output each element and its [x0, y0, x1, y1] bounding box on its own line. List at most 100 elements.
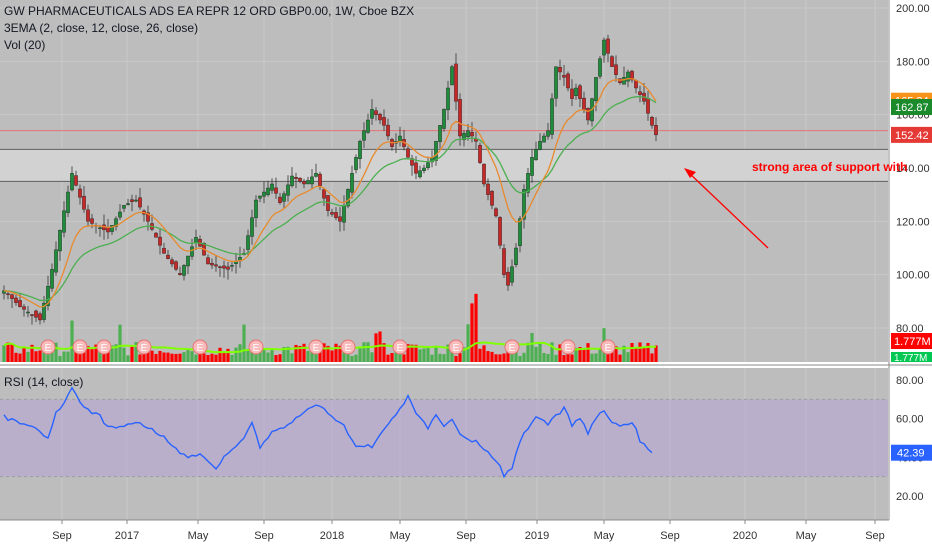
volume-bar	[570, 354, 574, 362]
volume-bar	[506, 350, 510, 362]
candle-body	[514, 247, 518, 265]
volume-bar	[150, 350, 154, 362]
volume-bar	[338, 345, 342, 362]
earnings-marker	[504, 339, 520, 355]
volume-bar	[262, 348, 266, 362]
volume-bar	[242, 324, 246, 362]
candle-body	[342, 205, 346, 223]
x-tick-label: Sep	[865, 530, 885, 542]
candle-body	[82, 195, 86, 210]
candle-body	[138, 197, 142, 208]
candle-body	[126, 203, 130, 205]
candle-body	[374, 110, 378, 115]
candle-body	[166, 254, 170, 259]
volume-bar	[18, 353, 22, 362]
volume-bar	[502, 353, 506, 362]
candle-body	[266, 187, 270, 195]
rsi-band	[0, 399, 888, 477]
candle-body	[286, 184, 290, 196]
volume-bar	[206, 355, 210, 362]
volume-bar	[342, 346, 346, 362]
candle-body	[538, 141, 542, 150]
candle-body	[438, 125, 442, 142]
candle-body	[274, 187, 278, 194]
volume-bar	[130, 344, 134, 362]
candle-body	[626, 71, 630, 82]
candle-body	[246, 235, 250, 250]
volume-bar	[630, 342, 634, 362]
candle-body	[442, 109, 446, 129]
candle-body	[546, 130, 550, 137]
volume-bar	[10, 343, 14, 362]
candle-body	[510, 266, 514, 283]
earnings-marker-label: E	[605, 343, 612, 354]
candle-body	[214, 264, 218, 267]
candle-body	[646, 98, 650, 114]
volume-bar	[90, 348, 94, 362]
volume-bar	[542, 352, 546, 362]
volume-bar	[314, 347, 318, 362]
candle-body	[98, 227, 102, 229]
x-tick-label: Sep	[52, 530, 72, 542]
earnings-marker	[248, 339, 264, 355]
price-tick-label: 80.00	[896, 323, 924, 335]
candle-body	[338, 216, 342, 222]
volume-bar	[418, 349, 422, 362]
candle-body	[558, 67, 562, 73]
volume-bar	[226, 348, 230, 362]
volume-bar	[110, 345, 114, 362]
rsi-value-label: 42.39	[897, 448, 925, 460]
candle-body	[310, 176, 314, 185]
candle-body	[90, 218, 94, 224]
candle-body	[334, 212, 338, 218]
volume-bar	[310, 346, 314, 362]
volume-bar	[434, 345, 438, 362]
earnings-marker-label: E	[313, 343, 320, 354]
volume-bar	[454, 355, 458, 362]
volume-bar	[650, 353, 654, 362]
x-tick-label: May	[796, 530, 817, 542]
volume-bar	[354, 354, 358, 362]
candle-body	[298, 177, 302, 182]
volume-bar	[78, 353, 82, 362]
volume-bar	[298, 346, 302, 362]
candle-body	[178, 273, 182, 275]
volume-bar	[174, 353, 178, 362]
candle-body	[366, 119, 370, 133]
x-tick-label: Sep	[660, 530, 680, 542]
candle-body	[154, 232, 158, 238]
candle-body	[410, 158, 414, 166]
volume-bar	[366, 342, 370, 362]
candle-body	[346, 189, 350, 207]
volume-indicator-label: Vol (20)	[4, 38, 46, 52]
volume-bar	[510, 352, 514, 362]
volume-bar	[394, 344, 398, 362]
candle-body	[386, 124, 390, 137]
candle-body	[70, 173, 74, 191]
volume-bar	[114, 344, 118, 362]
candle-body	[258, 195, 262, 199]
candle-body	[26, 311, 30, 314]
volume-ma-line	[3, 341, 657, 354]
annotation-arrow-head	[684, 168, 696, 178]
candle-body	[270, 183, 274, 191]
candle-body	[362, 130, 366, 141]
volume-bar	[626, 352, 630, 362]
earnings-marker-label: E	[453, 343, 460, 354]
candle-body	[330, 212, 334, 215]
candle-body	[110, 225, 114, 232]
earnings-marker	[72, 339, 88, 355]
volume-bar	[634, 347, 638, 362]
volume-bar	[274, 355, 278, 362]
x-tick-label: May	[594, 530, 615, 542]
earnings-marker-label: E	[565, 343, 572, 354]
volume-bar	[214, 354, 218, 362]
volume-bar	[2, 345, 6, 362]
volume-bar	[410, 344, 414, 362]
candle-body	[190, 246, 194, 257]
candle-body	[378, 113, 382, 121]
candle-body	[574, 87, 578, 96]
volume-bar	[442, 354, 446, 362]
candle-body	[130, 199, 134, 202]
